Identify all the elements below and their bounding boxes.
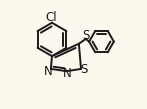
Text: S: S — [80, 63, 88, 76]
Text: Cl: Cl — [45, 11, 57, 24]
Text: N: N — [63, 67, 71, 80]
Text: N: N — [44, 65, 53, 78]
Text: S: S — [82, 29, 90, 42]
